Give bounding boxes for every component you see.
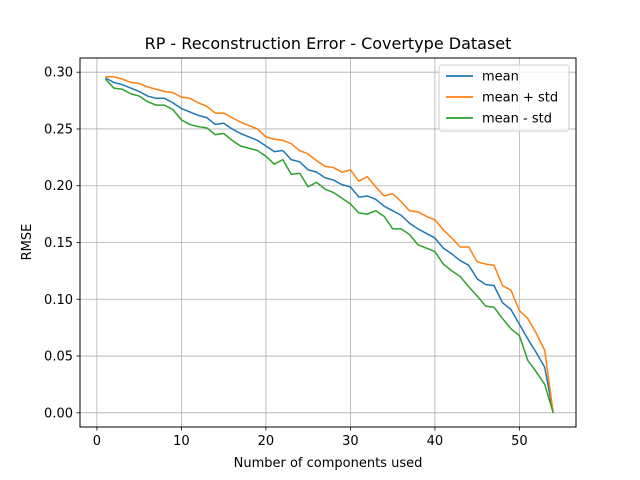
- y-tick-label: 0.20: [44, 179, 73, 194]
- legend-label-2: mean - std: [482, 112, 552, 127]
- series-line-2: [104, 78, 554, 414]
- x-tick-label: 0: [93, 434, 101, 449]
- y-tick-label: 0.15: [44, 236, 73, 251]
- legend-label-1: mean + std: [482, 91, 558, 106]
- legend: mean mean + std mean - std: [438, 64, 570, 132]
- x-tick-label: 20: [258, 434, 275, 449]
- x-tick-label: 30: [342, 434, 359, 449]
- series-line-0: [104, 77, 554, 413]
- x-axis-title: Number of components used: [234, 456, 423, 471]
- x-tick-label: 40: [427, 434, 444, 449]
- y-tick-label: 0.00: [44, 406, 73, 421]
- chart-title: RP - Reconstruction Error - Covertype Da…: [145, 34, 512, 53]
- x-tick-label: 10: [173, 434, 190, 449]
- y-axis-title: RMSE: [20, 224, 35, 261]
- y-tick-label: 0.10: [44, 293, 73, 308]
- y-tick-label: 0.05: [44, 350, 73, 365]
- x-tick-label: 50: [511, 434, 528, 449]
- axis-ticks: 0 10 20 30 40 50 0.00 0.05 0.10 0.15 0.20 0.25 0.30: [44, 66, 528, 449]
- series-layer: [104, 75, 554, 414]
- series-line-1: [105, 75, 554, 413]
- y-tick-label: 0.30: [44, 66, 73, 81]
- legend-box: [438, 64, 570, 132]
- legend-label-0: mean: [482, 70, 519, 85]
- y-tick-label: 0.25: [44, 122, 73, 137]
- grid: [80, 58, 576, 427]
